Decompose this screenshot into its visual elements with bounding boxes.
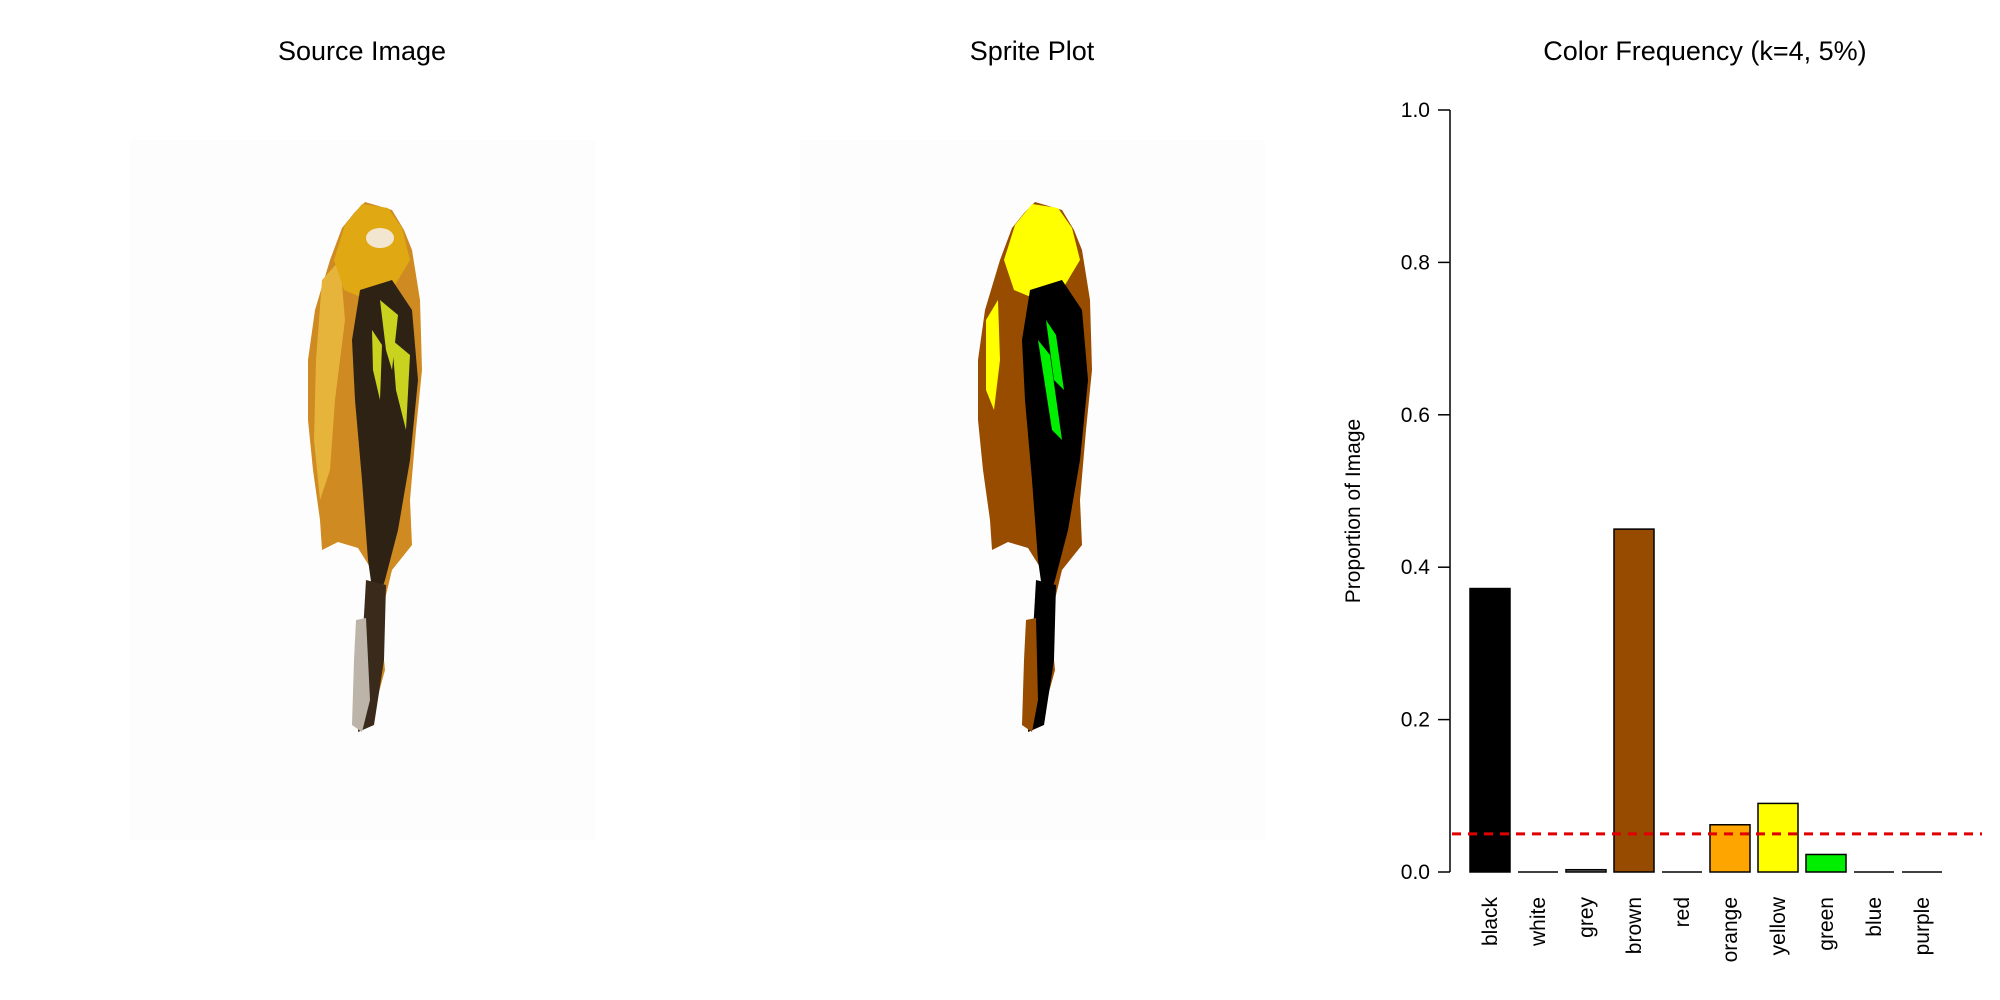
x-tick-label-red: red: [1671, 897, 1694, 927]
y-tick-label: 1.0: [1401, 99, 1430, 122]
bar-grey: [1565, 868, 1607, 873]
sprite-wing-streak-1: [1038, 340, 1062, 440]
sprite-wing-streak-2: [1046, 320, 1064, 390]
source-wing-streak-3: [372, 330, 382, 400]
bars: [1469, 528, 1942, 873]
bar-brown: [1613, 528, 1655, 873]
sprite-plot-title: Sprite Plot: [969, 36, 1095, 66]
source-image: [130, 140, 595, 840]
chart-title: Color Frequency (k=4, 5%): [1543, 36, 1867, 66]
color-frequency-chart: 0.0 0.2 0.4 0.6 0.8 1.0 black white grey brown re…: [1342, 99, 1982, 962]
x-tick-label-green: green: [1815, 897, 1838, 951]
sprite-bird-illustration: [978, 202, 1092, 732]
x-tick-label-blue: blue: [1863, 897, 1886, 937]
x-tick-label-orange: orange: [1719, 897, 1742, 962]
x-tick-label-brown: brown: [1623, 897, 1646, 954]
sprite-wing: [1022, 280, 1088, 610]
source-image-title: Source Image: [277, 36, 447, 66]
source-bird-illustration: [308, 202, 422, 732]
bar-green: [1805, 853, 1847, 873]
bar-orange: [1709, 824, 1751, 873]
source-tail-light: [352, 618, 370, 732]
y-tick-label: 0.6: [1401, 404, 1430, 427]
y-tick-label: 0.4: [1401, 556, 1431, 579]
source-eye: [366, 228, 394, 248]
x-tick-label-purple: purple: [1911, 897, 1934, 955]
sprite-breast-highlight: [986, 300, 1000, 410]
sprite-tail-brown: [1022, 618, 1038, 732]
bar-black: [1469, 587, 1511, 873]
y-tick-label: 0.0: [1401, 861, 1430, 884]
source-wing-streak-2: [392, 340, 410, 430]
sprite-plot-image: [800, 140, 1265, 840]
sprite-head: [1004, 204, 1080, 300]
y-tick-label: 0.2: [1401, 709, 1430, 732]
source-head: [334, 204, 410, 300]
y-axis-label: Proportion of Image: [1342, 419, 1365, 603]
y-tick-label: 0.8: [1401, 251, 1430, 274]
x-axis-labels: black white grey brown red orange yellow green b…: [1479, 896, 1934, 962]
x-tick-label-yellow: yellow: [1767, 896, 1790, 955]
x-tick-label-grey: grey: [1575, 897, 1598, 938]
x-tick-label-black: black: [1479, 897, 1502, 947]
source-breast-highlight: [314, 260, 345, 500]
y-axis: 0.0 0.2 0.4 0.6 0.8 1.0: [1401, 99, 1451, 884]
x-tick-label-white: white: [1527, 897, 1550, 947]
bar-yellow: [1757, 802, 1799, 873]
